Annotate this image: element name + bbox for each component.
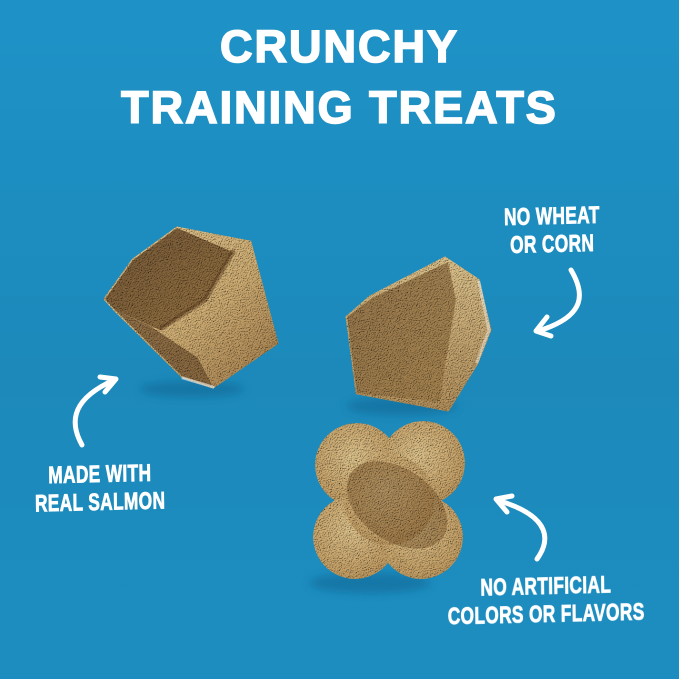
arrow-no-artificial — [493, 493, 548, 562]
arrow-no-wheat — [533, 267, 582, 339]
headline-line1: CRUNCHY — [219, 20, 459, 73]
arrow-made-with — [72, 374, 119, 448]
callout-arrows — [72, 267, 582, 562]
callout-made-with-real-salmon: MADE WITH REAL SALMON — [34, 459, 165, 518]
callout-no-artificial-line2: COLORS OR FLAVORS — [447, 598, 645, 631]
wedge-treat-left — [103, 226, 279, 389]
wedge-treat-right — [345, 256, 492, 412]
callout-no-wheat-line2: OR CORN — [509, 229, 595, 260]
callout-no-wheat: NO WHEAT OR CORN — [503, 201, 600, 260]
headline: CRUNCHY TRAINING TREATS — [0, 16, 679, 138]
callout-no-artificial: NO ARTIFICIAL COLORS OR FLAVORS — [447, 571, 645, 632]
headline-line2: TRAINING TREATS — [120, 81, 558, 134]
callout-made-with-line2: REAL SALMON — [34, 487, 166, 518]
treat-highlights — [181, 280, 491, 389]
callout-no-wheat-line1: NO WHEAT — [503, 201, 600, 232]
callout-made-with-line1: MADE WITH — [48, 459, 152, 490]
flower-treat — [313, 421, 465, 579]
